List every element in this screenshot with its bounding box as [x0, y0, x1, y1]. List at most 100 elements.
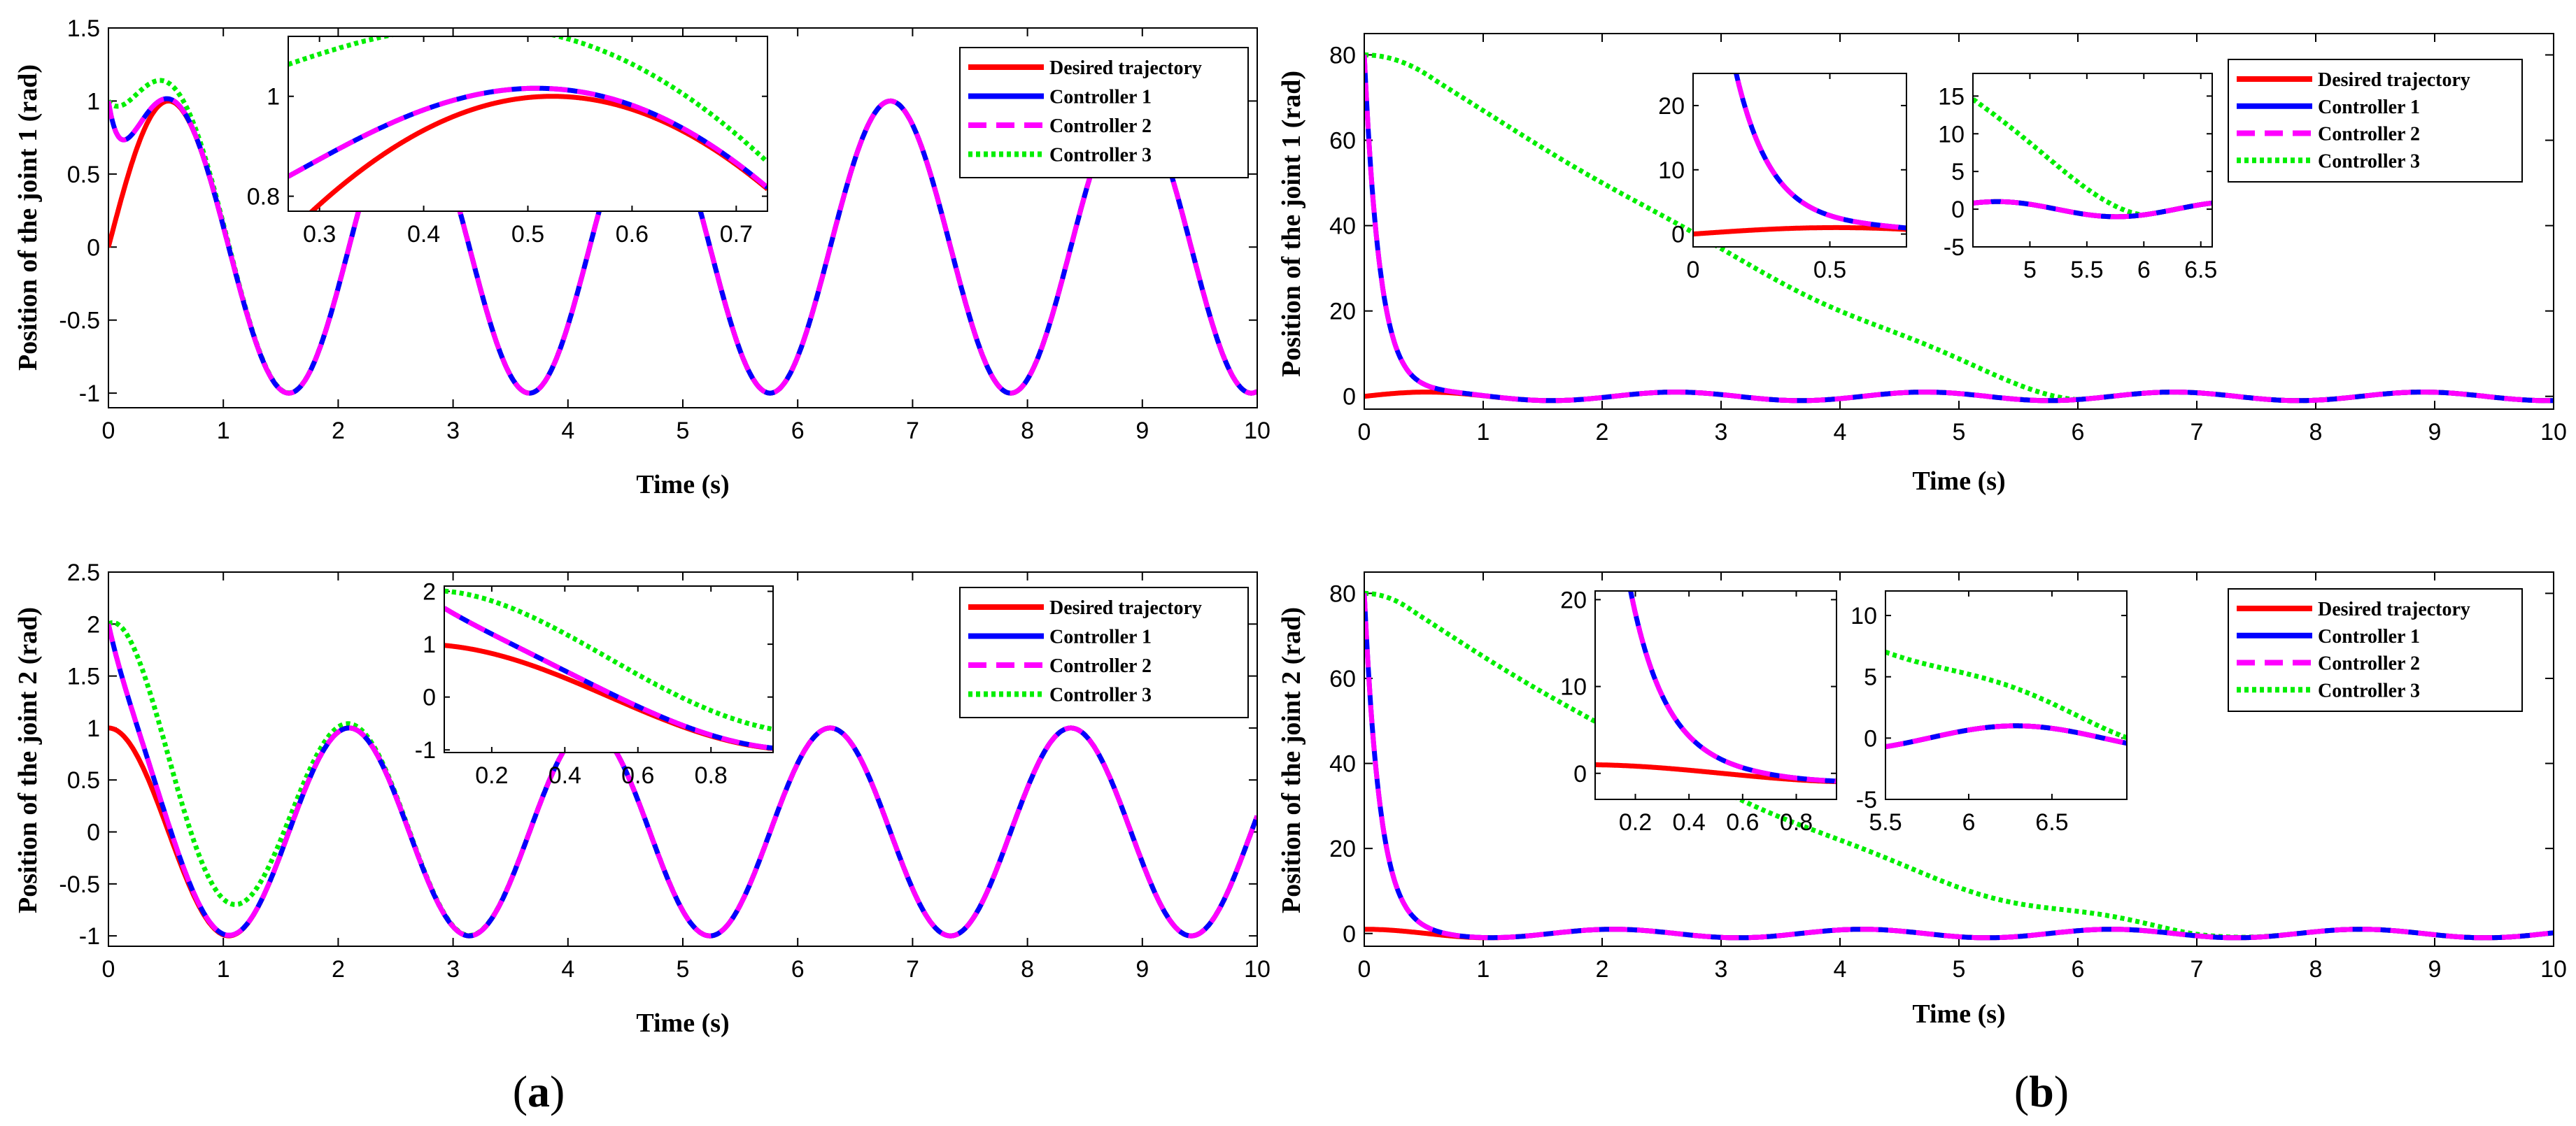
- x-tick-label: 9: [2428, 956, 2442, 983]
- y-tick-label: 80: [1329, 43, 1356, 69]
- legend-label: Controller 1: [2318, 626, 2420, 648]
- legend-label: Controller 3: [1049, 145, 1152, 166]
- x-tick-label: 9: [1135, 418, 1149, 444]
- legend-label: Controller 2: [2318, 124, 2420, 145]
- x-tick-label: 6: [791, 418, 805, 444]
- x-tick-label: 8: [2309, 956, 2323, 983]
- y-axis-label: Position of the joint 1 (rad): [13, 64, 43, 371]
- y-tick-label: 10: [1560, 674, 1587, 701]
- x-tick-label: 2: [332, 956, 345, 983]
- inset-a1-bg: [288, 36, 767, 211]
- y-tick-label: 1: [267, 84, 280, 111]
- y-tick-label: 0.5: [67, 162, 100, 188]
- axes-frame: [1692, 73, 1907, 248]
- x-tick-label: 0.4: [549, 762, 581, 789]
- x-tick-label: 1: [217, 956, 230, 983]
- y-tick-label: 0.5: [67, 767, 100, 794]
- x-tick-label: 8: [1021, 956, 1034, 983]
- y-tick-label: 0: [1343, 921, 1356, 948]
- y-tick-label: -1: [415, 737, 436, 764]
- legend-label: Controller 1: [2318, 97, 2420, 118]
- axes-frame: [108, 27, 1258, 408]
- inset-b2-right: 5.5 6 6.5 -5 0 5 10: [1850, 590, 2128, 836]
- x-tick-label: 0.6: [1726, 809, 1759, 836]
- x-tick-label: 10: [1244, 418, 1271, 444]
- legend-label: Desired trajectory: [2318, 69, 2470, 91]
- legend-label: Controller 2: [2318, 653, 2420, 675]
- y-tick-label: -0.5: [59, 871, 100, 898]
- inset-b1-left-bg: [1693, 73, 1906, 247]
- y-tick-label: 10: [1850, 603, 1877, 629]
- x-tick-label: 5: [1953, 956, 1966, 983]
- y-tick-label: 0: [87, 820, 100, 846]
- y-tick-label: 80: [1329, 580, 1356, 607]
- x-tick-label: 0: [1358, 956, 1371, 983]
- x-tick-label: 10: [1244, 956, 1271, 983]
- x-tick-label: 3: [1715, 956, 1728, 983]
- axes-frame: [444, 585, 774, 753]
- x-tick-label: 3: [1715, 419, 1728, 446]
- legend: Desired trajectory Controller 1 Controller…: [959, 587, 1249, 718]
- series-controller-2: [108, 623, 1257, 939]
- legend-label: Controller 3: [2318, 150, 2420, 172]
- x-tick-label: 5.5: [1869, 809, 1902, 836]
- x-tick-label: 0.5: [511, 221, 544, 248]
- series-controller-2: [1364, 593, 2554, 941]
- inset-b2-right-bg: [1885, 591, 2127, 799]
- x-tick-label: 1: [1477, 956, 1490, 983]
- x-axis-label: Time (s): [636, 1009, 729, 1038]
- x-tick-label: 5: [677, 956, 690, 983]
- legend-label: Desired trajectory: [1049, 597, 1202, 619]
- y-tick-label: 15: [1938, 83, 1965, 110]
- y-tick-label: 40: [1329, 751, 1356, 778]
- series-controller-2: [444, 606, 773, 751]
- x-tick-label: 6: [1962, 809, 1976, 836]
- series-controller-2: [1364, 55, 2554, 404]
- legend: Desired trajectory Controller 1 Controller…: [959, 47, 1249, 178]
- y-tick-label: 40: [1329, 213, 1356, 240]
- x-tick-label: 7: [906, 418, 919, 444]
- x-tick-label: 5: [1953, 419, 1966, 446]
- axes-frame: [1364, 33, 2554, 410]
- x-tick-label: 0.4: [1673, 809, 1706, 836]
- y-tick-label: -5: [1944, 234, 1965, 261]
- x-tick-label: 5.5: [2070, 257, 2103, 283]
- y-tick-label: 1.5: [67, 15, 100, 42]
- x-axis-label: Time (s): [636, 470, 729, 499]
- series-controller-2: [1973, 199, 2212, 220]
- x-tick-label: 6: [2072, 419, 2085, 446]
- y-tick-label: 0: [423, 685, 436, 711]
- y-tick-label: 0: [87, 234, 100, 261]
- x-tick-label: 6.5: [2035, 809, 2068, 836]
- x-tick-label: 6: [2072, 956, 2085, 983]
- x-tick-label: 3: [446, 956, 460, 983]
- y-axis-label: Position of the joint 2 (rad): [13, 607, 43, 913]
- y-tick-label: 0: [1573, 761, 1587, 788]
- x-tick-label: 0.4: [407, 221, 440, 248]
- legend-label: Controller 2: [1049, 115, 1152, 137]
- x-tick-label: 0.2: [475, 762, 508, 789]
- inset-b1-right: 5 5.5 6 6.5 -5 0 5 10 15: [1938, 73, 2217, 283]
- y-tick-label: 20: [1329, 299, 1356, 325]
- axes-frame: [108, 571, 1258, 947]
- legend-label: Controller 2: [1049, 655, 1152, 677]
- legend: Desired trajectory Controller 1 Controller…: [2228, 59, 2523, 183]
- legend-label: Desired trajectory: [1049, 57, 1202, 79]
- legend-label: Controller 3: [2318, 680, 2420, 701]
- caption-a: (a): [513, 1067, 565, 1116]
- x-tick-label: 4: [1834, 419, 1847, 446]
- x-tick-label: 0.5: [1813, 257, 1846, 283]
- series-controller-3: [1885, 649, 2127, 741]
- y-tick-label: 1.5: [67, 664, 100, 690]
- legend: Desired trajectory Controller 1 Controller…: [2228, 588, 2523, 712]
- y-tick-label: 60: [1329, 128, 1356, 155]
- axes-frame: [1972, 73, 2213, 248]
- x-tick-label: 8: [1021, 418, 1034, 444]
- x-tick-label: 6: [791, 956, 805, 983]
- inset-b1-left: 0 0.5 0 10 20: [1658, 73, 1907, 283]
- x-tick-label: 0: [102, 956, 115, 983]
- y-tick-label: 20: [1658, 93, 1685, 120]
- x-tick-label: 7: [2191, 419, 2204, 446]
- y-tick-label: 0: [1864, 725, 1877, 752]
- axes-frame: [1364, 571, 2554, 947]
